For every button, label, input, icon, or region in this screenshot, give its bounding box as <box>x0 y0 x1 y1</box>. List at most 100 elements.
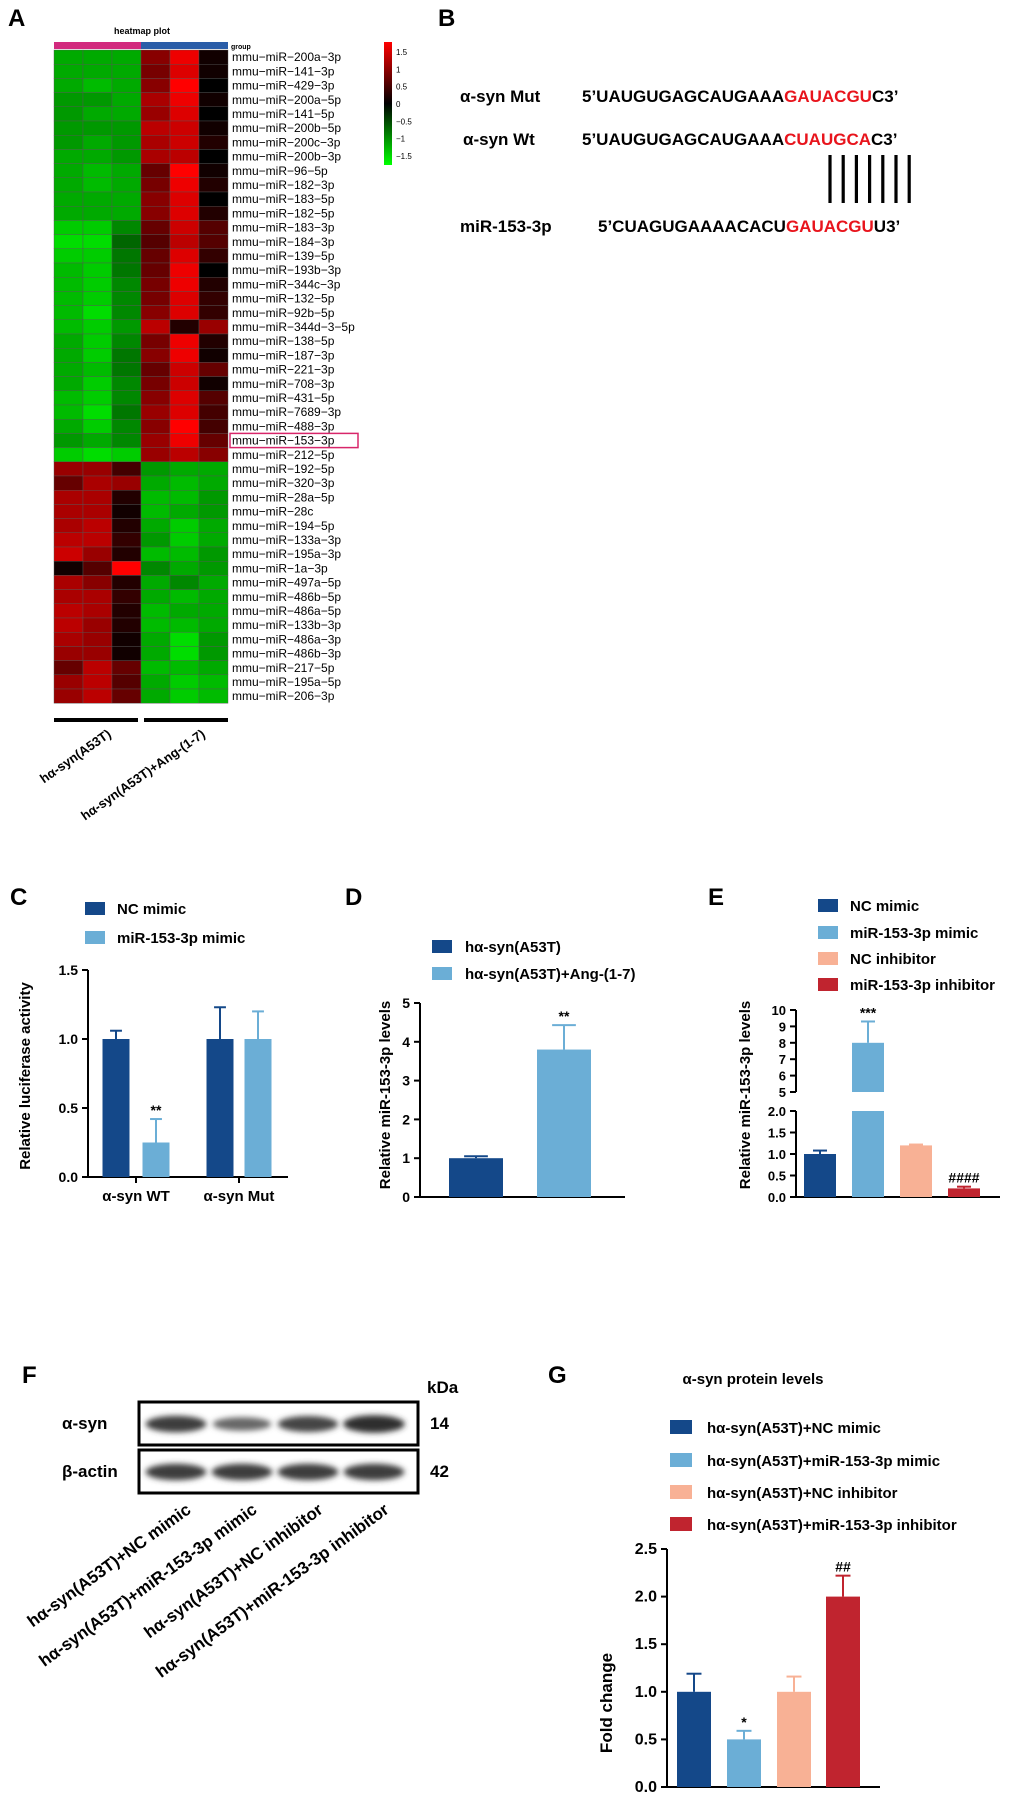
legend-swatch-a53t <box>432 940 452 953</box>
heatmap-cell <box>140 632 171 647</box>
blot-band <box>277 1416 339 1432</box>
seq-label-mut: α-syn Mut <box>460 87 541 106</box>
heatmap-cell <box>53 234 84 250</box>
bar-e-lower-segment <box>852 1111 884 1197</box>
western-blot-panel: kDa α-syn β-actin 14 42 hα-syn(A53T)+NC … <box>24 1378 459 1682</box>
heatmap-cell <box>111 674 142 690</box>
heatmap-cell <box>53 78 84 93</box>
heatmap-cell <box>198 674 229 690</box>
heatmap-cell <box>111 660 142 675</box>
heatmap-cell <box>198 518 229 533</box>
heatmap-cell <box>82 404 113 420</box>
heatmap-row-label: mmu−miR−184−3p <box>232 235 335 249</box>
blot-band <box>145 1415 207 1433</box>
heatmap-cell <box>140 149 171 164</box>
heatmap-row-label: mmu−miR−486b−3p <box>232 647 341 661</box>
blot-band <box>343 1463 405 1481</box>
chart-e-lower-y-tick-label: 0.0 <box>768 1190 786 1205</box>
y-axis-label-g: Fold change <box>597 1653 616 1753</box>
bar-g <box>777 1691 811 1787</box>
heatmap-cell <box>53 248 84 264</box>
heatmap-row-label: mmu−miR−206−3p <box>232 689 335 703</box>
blot-band <box>277 1463 339 1481</box>
heatmap-cell <box>140 248 171 264</box>
heatmap-cell <box>82 348 113 363</box>
plot-area-e: 0.0 0.5 1.0 1.5 2.0 56 78 910 *** #### <box>768 1003 1000 1205</box>
heatmap-cell <box>53 433 84 448</box>
blot-bands <box>145 1415 405 1481</box>
heatmap-cell <box>140 234 171 250</box>
heatmap-cell <box>198 191 229 207</box>
heatmap-cell <box>53 632 84 647</box>
heatmap-cell <box>82 688 113 704</box>
heatmap-cell <box>169 646 200 661</box>
heatmap-row-label: mmu−miR−200a−3p <box>232 50 341 64</box>
bar-d <box>449 1158 503 1197</box>
heatmap-cell <box>53 561 84 576</box>
chart-e-upper-y-tick-label: 8 <box>779 1036 786 1051</box>
heatmap-cell <box>82 546 113 562</box>
chart-g-y-tick-label: 0.5 <box>635 1731 657 1748</box>
heatmap-cell <box>198 163 229 179</box>
colorbar-tick-label: −1.5 <box>396 152 412 161</box>
heatmap-cell <box>111 575 142 590</box>
heatmap-cell <box>111 490 142 505</box>
heatmap-row-label: mmu−miR−92b−5p <box>232 306 335 320</box>
heatmap-cell <box>82 134 113 150</box>
heatmap-cell <box>198 106 229 122</box>
heatmap-cell <box>169 475 200 491</box>
fold-change-chart: α-syn protein levels hα-syn(A53T)+NC mim… <box>597 1371 957 1796</box>
heatmap-row-label: mmu−miR−195a−5p <box>232 675 341 689</box>
heatmap-row-label: mmu−miR−195a−3p <box>232 547 341 561</box>
heatmap-cell <box>198 49 229 65</box>
heatmap-cell <box>82 177 113 193</box>
heatmap-cell <box>82 191 113 207</box>
heatmap-cell <box>111 632 142 647</box>
heatmap-cells <box>53 49 229 704</box>
heatmap-cell <box>198 589 229 604</box>
chart-e-lower-y-tick-label: 0.5 <box>768 1169 786 1184</box>
heatmap-cell <box>53 688 84 704</box>
heatmap-cell <box>169 92 200 107</box>
bar-e <box>804 1154 836 1197</box>
heatmap-cell <box>198 532 229 548</box>
heatmap-cell <box>82 504 113 519</box>
heatmap-cell <box>140 191 171 207</box>
heatmap-row-labels: mmu−miR−200a−3pmmu−miR−141−3pmmu−miR−429… <box>232 50 355 703</box>
legend-swatch-e-mir-mimic <box>818 926 838 939</box>
blot-band <box>211 1463 273 1481</box>
heatmap-cell <box>53 504 84 519</box>
heatmap-cell <box>198 433 229 448</box>
heatmap-cell <box>53 362 84 377</box>
heatmap-cell <box>82 518 113 533</box>
mir-level-chart-e: NC mimic miR-153-3p mimic NC inhibitor m… <box>737 898 1000 1205</box>
heatmap-cell <box>140 617 171 633</box>
legend-swatch-g-2 <box>670 1453 692 1467</box>
heatmap-cell <box>198 333 229 349</box>
heatmap-cell <box>53 120 84 136</box>
blot-band <box>212 1417 272 1431</box>
heatmap-title: heatmap plot <box>114 26 170 36</box>
heatmap-cell <box>82 362 113 377</box>
heatmap-cell <box>169 106 200 122</box>
chart-e-upper-y-tick-label: 5 <box>779 1085 786 1100</box>
chart-c-category-label: α-syn Mut <box>204 1188 275 1205</box>
chart-g-y-tick-label: 1.0 <box>635 1684 657 1701</box>
heatmap-cell <box>53 475 84 491</box>
bar-d-significance: ** <box>559 1008 570 1024</box>
heatmap-cell <box>198 134 229 150</box>
heatmap-cell <box>169 518 200 533</box>
heatmap-cell <box>111 163 142 179</box>
heatmap-row-label: mmu−miR−183−5p <box>232 192 335 206</box>
heatmap-cell <box>111 248 142 264</box>
heatmap-row-label: mmu−miR−192−5p <box>232 462 335 476</box>
heatmap-cell <box>169 134 200 150</box>
heatmap-row-label: mmu−miR−344d−3−5p <box>232 320 355 334</box>
legend-swatch-nc-mimic <box>85 902 105 915</box>
blot-band <box>145 1463 207 1481</box>
legend-swatch-e-nc-inhibitor <box>818 952 838 965</box>
panel-label-c: C <box>10 884 27 911</box>
heatmap-cell <box>53 305 84 321</box>
heatmap-cell <box>82 120 113 136</box>
heatmap-row-label: mmu−miR−212−5p <box>232 448 335 462</box>
